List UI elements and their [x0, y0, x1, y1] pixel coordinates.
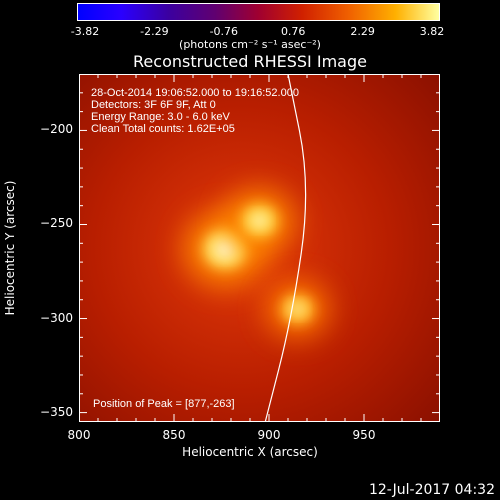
axis-ticks [79, 74, 440, 422]
annotation-peak: Position of Peak = [877,-263] [93, 398, 235, 410]
hxr-source-2 [224, 188, 295, 253]
colorbar-tick-label: 0.76 [280, 25, 306, 38]
colorbar-tick-label: 2.29 [350, 25, 375, 38]
hxr-source-3 [265, 280, 330, 339]
sources-layer [183, 188, 330, 339]
x-tick-label: 850 [162, 428, 186, 442]
colorbar-units: (photons cm⁻² s⁻¹ asec⁻²) [179, 38, 321, 51]
colorbar-tick-label: -2.29 [140, 25, 169, 38]
heatmap-plot: 28-Oct-2014 19:06:52.000 to 19:16:52.000… [79, 74, 440, 422]
x-axis-label: Heliocentric X (arcsec) [182, 445, 318, 459]
colorbar-tick-label: -3.82 [70, 25, 100, 38]
colorbar [77, 3, 440, 21]
annotation-detectors: Detectors: 3F 6F 9F, Att 0 [91, 99, 216, 111]
plot-border [79, 74, 440, 422]
plot-title: Reconstructed RHESSI Image [133, 52, 367, 71]
y-tick-label: −200 [40, 122, 73, 137]
annotation-energy: Energy Range: 3.0 - 6.0 keV [91, 111, 230, 123]
y-tick-label: −300 [40, 310, 73, 325]
y-axis-label: Heliocentric Y (arcsec) [3, 180, 17, 316]
annotation-clean: Clean Total counts: 1.62E+05 [91, 123, 235, 135]
footer-date: 12-Jul-2017 04:32 [368, 482, 495, 498]
x-tick-label: 800 [67, 428, 91, 442]
y-tick-label: −350 [40, 404, 73, 419]
colorbar-tick-label: 3.82 [419, 25, 445, 38]
x-tick-label: 950 [352, 428, 376, 442]
y-tick-label: −250 [40, 216, 73, 231]
x-tick-label: 900 [257, 428, 281, 442]
annotation-time-range: 28-Oct-2014 19:06:52.000 to 19:16:52.000 [91, 87, 299, 99]
colorbar-tick-label: -0.76 [209, 25, 239, 38]
solar-limb-curve [264, 74, 307, 422]
